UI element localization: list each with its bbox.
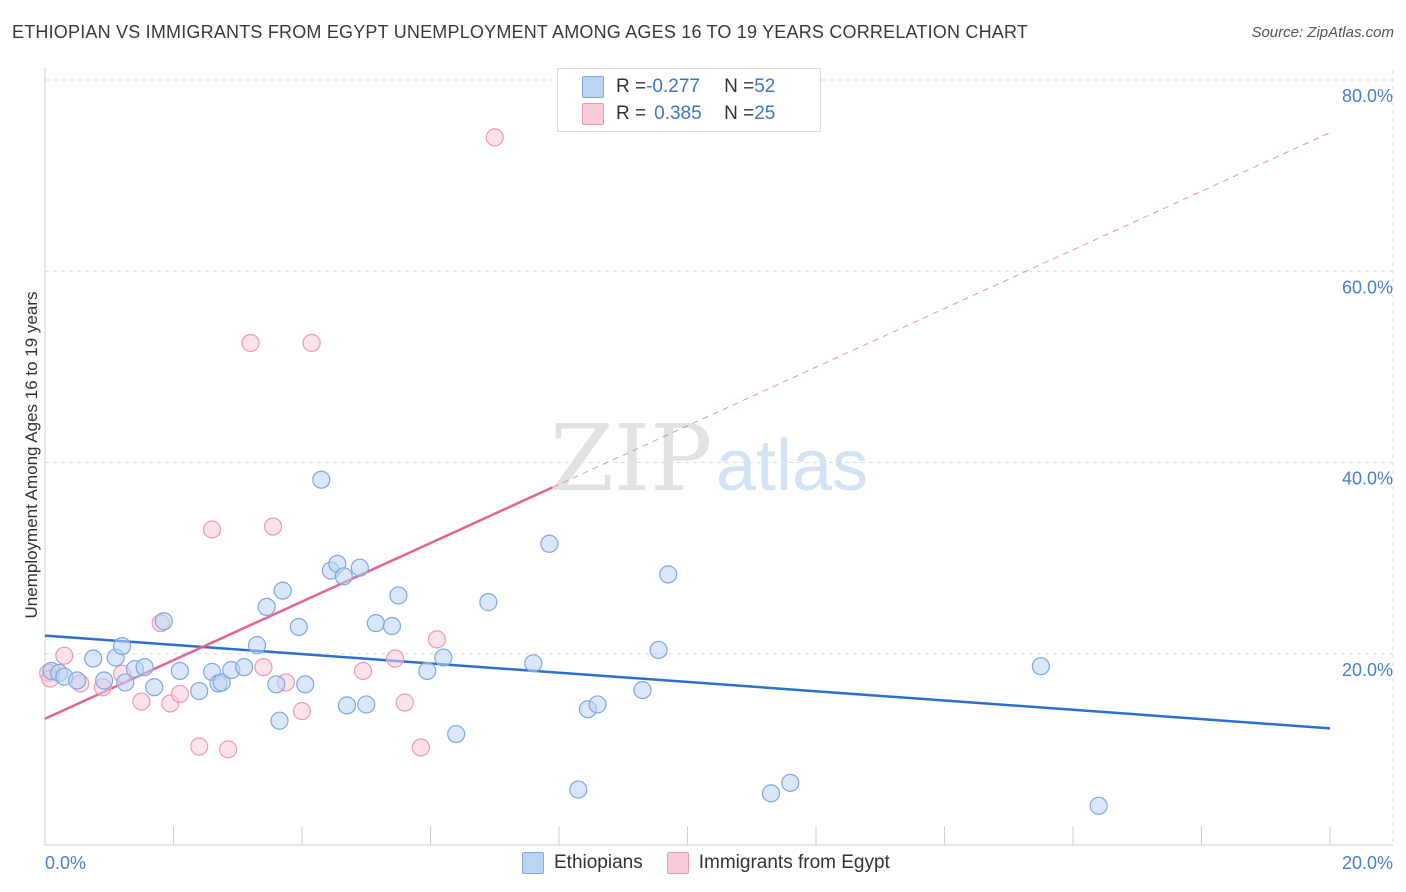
watermark-atlas: atlas [716,426,868,506]
ethiopian-point [235,658,254,677]
egypt-point [202,520,222,539]
legend-row-ethiopians: R = -0.277 N = 52 [582,74,775,100]
ethiopian-point [334,567,353,586]
ethiopian-point [1031,657,1050,676]
tick-labels: 20.0% 40.0% 60.0% 80.0% 0.0% 20.0% [45,86,1393,873]
ethiopian-point [170,661,190,681]
ethiopian-point [357,695,376,714]
ethiopian-point [267,675,286,694]
ethiopian-point [649,640,668,660]
ethiopian-point [257,597,276,616]
data-points [39,128,1108,815]
egypt-point [219,740,238,759]
legend-n-value: 52 [754,76,776,97]
egypt-point [190,737,209,756]
ethiopian-point [190,681,209,701]
egypt-point [254,658,273,677]
correlation-legend: R = -0.277 N = 52 R = 0.385 N = 25 [557,68,821,132]
y-tick-label: 60.0% [1342,277,1393,297]
legend-swatch-ethiopians [522,852,544,874]
legend-label-ethiopians: Ethiopians [554,852,643,873]
ethiopian-point [212,673,231,692]
ethiopian-point [524,654,543,673]
ethiopian-point [781,773,800,792]
egypt-point [170,684,190,704]
source-credit: Source: ZipAtlas.com [1251,24,1394,41]
ethiopian-point [479,593,498,612]
ethiopian-point [659,565,678,584]
y-tick-label: 80.0% [1342,86,1393,106]
y-axis-label: Unemployment Among Ages 16 to 19 years [22,292,41,619]
ethiopian-point [418,661,437,681]
legend-swatch-egypt [666,852,689,874]
ethiopian-point [389,586,408,605]
ethiopian-point [84,649,103,668]
y-tick-label: 20.0% [1342,660,1393,680]
egypt-point [386,649,405,668]
legend-n-label: N = [724,76,755,97]
ethiopian-point [296,675,315,694]
ethiopian-point [382,616,402,636]
ethiopian-point [95,671,114,690]
ethiopian-point [312,470,331,489]
egypt-point [241,333,260,353]
legend-n-value: 25 [754,103,776,124]
legend-swatch-ethiopians [582,76,604,98]
y-tick-label: 40.0% [1342,469,1393,489]
legend-label-egypt: Immigrants from Egypt [698,852,890,873]
egypt-point [132,692,151,711]
egypt-point [55,646,74,665]
x-tick-label: 20.0% [1342,853,1393,873]
egypt-point [427,630,447,649]
gridlines [45,70,1394,845]
ethiopian-point [289,617,308,637]
chart-title: ETHIOPIAN VS IMMIGRANTS FROM EGYPT UNEMP… [12,22,1029,42]
legend-r-label: R = [616,103,647,124]
legend-n-label: N = [724,103,755,124]
ethiopians-trend-line [44,634,1331,730]
ethiopian-point [112,636,132,656]
egypt-point [292,702,312,721]
ethiopian-point [135,658,154,677]
series-legend: Ethiopians Immigrants from Egypt [522,852,890,874]
ethiopian-point [273,581,292,600]
ethiopian-point [68,671,87,690]
ethiopian-point [154,612,173,631]
ethiopian-point [366,614,385,633]
egypt-point [395,693,414,712]
ethiopian-point [1089,796,1108,815]
ethiopian-point [569,780,588,799]
legend-r-value: -0.277 [646,76,700,97]
ethiopian-point [337,696,357,715]
x-tick-label: 0.0% [45,853,86,873]
ethiopian-point [540,534,559,553]
ethiopian-point [145,678,164,697]
egypt-point [353,661,373,681]
ethiopian-point [116,673,135,692]
egypt-point [411,738,430,757]
legend-r-label: R = [616,76,647,97]
egypt-point [263,517,283,536]
watermark-zip: ZIP [550,405,712,512]
ethiopian-point [247,636,267,655]
egypt-point [302,333,321,353]
ethiopian-point [633,680,652,700]
ethiopian-point [270,711,289,730]
ethiopian-point [350,558,369,577]
legend-row-egypt: R = 0.385 N = 25 [582,101,775,127]
legend-swatch-egypt [582,103,604,125]
ethiopian-point [761,784,781,803]
ethiopian-point [434,648,453,667]
axes [44,68,1393,846]
egypt-point [485,128,504,147]
legend-r-value: 0.385 [654,103,702,124]
ethiopian-point [588,695,607,714]
ethiopian-point [447,724,466,744]
